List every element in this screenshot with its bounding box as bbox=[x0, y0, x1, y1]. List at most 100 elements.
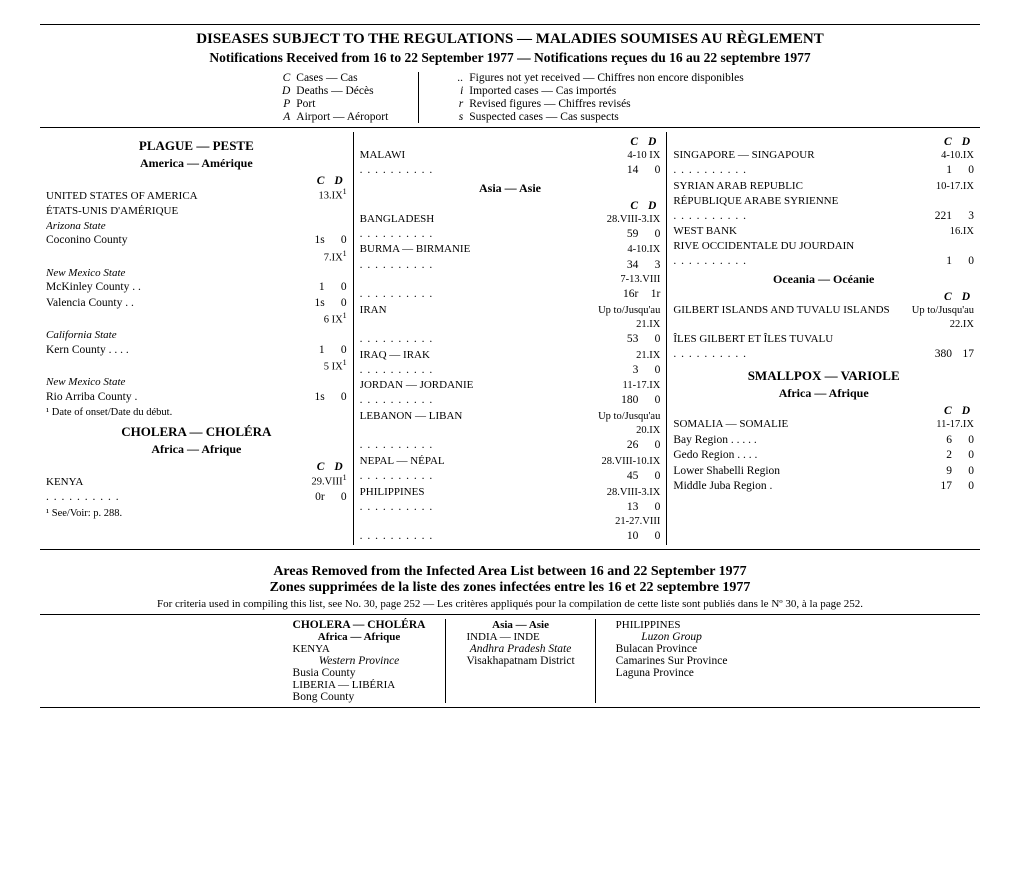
cases: 1 bbox=[297, 343, 325, 359]
country-liberia: LIBERIA — LIBÉRIA bbox=[293, 679, 426, 691]
region-westbank-fr: RIVE OCCIDENTALE DU JOURDAIN bbox=[673, 239, 974, 254]
dots-row bbox=[360, 332, 611, 348]
province-western: Western Province bbox=[293, 655, 426, 667]
deaths: 0 bbox=[952, 254, 974, 270]
country-philippines: PHILIPPINES bbox=[360, 485, 581, 500]
cases: 221 bbox=[924, 209, 952, 225]
country-nepal: NEPAL — NÉPAL bbox=[360, 454, 581, 469]
cases: 1s bbox=[297, 390, 325, 406]
country-bangladesh: BANGLADESH bbox=[360, 212, 595, 227]
county-bong: Bong County bbox=[293, 691, 426, 703]
deaths: 0 bbox=[325, 280, 347, 296]
d-header: D bbox=[648, 200, 656, 212]
country-kenya: KENYA bbox=[293, 643, 426, 655]
cases: 26 bbox=[610, 438, 638, 454]
deaths: 0 bbox=[638, 500, 660, 516]
date: 6 IX bbox=[324, 315, 343, 326]
legend-code: s bbox=[449, 111, 463, 123]
dots-row bbox=[673, 347, 924, 363]
legend-text: Figures not yet received — Chiffres non … bbox=[469, 72, 743, 84]
areas-note: For criteria used in compiling this list… bbox=[40, 598, 980, 610]
cases: 1 bbox=[297, 280, 325, 296]
cases: 1s bbox=[297, 296, 325, 312]
legend-text: Suspected cases — Cas suspects bbox=[469, 111, 618, 123]
legend-left: CCases — Cas DDeaths — Décès PPort AAirp… bbox=[276, 72, 388, 123]
state-california: California State bbox=[46, 328, 347, 343]
legend-text: Revised figures — Chiffres revisés bbox=[469, 98, 630, 110]
legend-code: i bbox=[449, 85, 463, 97]
deaths: 0 bbox=[638, 529, 660, 545]
areas-title-en: Areas Removed from the Infected Area Lis… bbox=[40, 564, 980, 580]
c-header: C bbox=[944, 136, 952, 148]
legend-code: .. bbox=[449, 72, 463, 84]
main-title: DISEASES SUBJECT TO THE REGULATIONS — MA… bbox=[40, 31, 980, 48]
deaths: 0 bbox=[638, 393, 660, 409]
region-westbank: WEST BANK bbox=[673, 224, 908, 239]
date: Up to/Jusqu'au 20.IX bbox=[580, 410, 660, 438]
date: 13.IX bbox=[318, 191, 342, 202]
province-laguna: Laguna Province bbox=[616, 667, 728, 679]
date: 7.IX bbox=[324, 252, 343, 263]
country-usa: UNITED STATES OF AMERICA bbox=[46, 189, 281, 204]
deaths: 0 bbox=[638, 163, 660, 179]
cases: 380 bbox=[924, 347, 952, 363]
column-2: CD MALAWI4-10 IX 140 Asia — Asie CD BANG… bbox=[353, 132, 667, 545]
date: 21-27.VIII bbox=[594, 515, 660, 529]
deaths: 1r bbox=[638, 287, 660, 303]
county-mckinley: McKinley County . . bbox=[46, 280, 297, 296]
deaths: 0 bbox=[638, 438, 660, 454]
cases: 0r bbox=[297, 490, 325, 506]
d-header: D bbox=[962, 291, 970, 303]
cases: 16r bbox=[610, 287, 638, 303]
country-kenya: KENYA bbox=[46, 475, 281, 490]
date: 28.VIII-10.IX bbox=[580, 455, 660, 469]
oceania-header: Oceania — Océanie bbox=[673, 272, 974, 287]
region-gedo: Gedo Region . . . . bbox=[673, 448, 924, 464]
country-india: INDIA — INDE bbox=[466, 631, 574, 643]
legend-code: r bbox=[449, 98, 463, 110]
date: 7-13.VIII bbox=[594, 273, 660, 287]
region-lowershabelli: Lower Shabelli Region bbox=[673, 464, 924, 480]
deaths: 0 bbox=[638, 469, 660, 485]
country-malawi: MALAWI bbox=[360, 148, 595, 163]
date: 11-17.IX bbox=[908, 418, 974, 432]
date: 10-17.IX bbox=[908, 180, 974, 194]
country-burma: BURMA — BIRMANIE bbox=[360, 242, 595, 257]
deaths: 0 bbox=[325, 390, 347, 406]
province-camarines: Camarines Sur Province bbox=[616, 655, 728, 667]
legend-right: .. Figures not yet received — Chiffres no… bbox=[449, 72, 743, 123]
group-luzon: Luzon Group bbox=[616, 631, 728, 643]
legend-text: Airport — Aéroport bbox=[296, 111, 388, 123]
dots-row bbox=[360, 363, 611, 379]
legend-code: D bbox=[276, 85, 290, 97]
c-header: C bbox=[944, 405, 952, 417]
deaths: 0 bbox=[325, 490, 347, 506]
dots-row bbox=[360, 227, 611, 243]
d-header: D bbox=[334, 175, 342, 187]
cases: 9 bbox=[924, 464, 952, 480]
country-philippines: PHILIPPINES bbox=[616, 619, 728, 631]
date: 4-10.IX bbox=[908, 149, 974, 163]
dots-row bbox=[360, 500, 611, 516]
cases: 6 bbox=[924, 433, 952, 449]
footnote-1: ¹ Date of onset/Date du début. bbox=[46, 407, 347, 418]
cases: 14 bbox=[610, 163, 638, 179]
region-middlejuba: Middle Juba Region . bbox=[673, 479, 924, 495]
date: 28.VIII-3.IX bbox=[580, 486, 660, 500]
c-header: C bbox=[630, 136, 638, 148]
legend-text: Imported cases — Cas importés bbox=[469, 85, 616, 97]
county-valencia: Valencia County . . bbox=[46, 296, 297, 312]
deaths: 3 bbox=[638, 258, 660, 274]
d-header: D bbox=[962, 136, 970, 148]
legend-code: C bbox=[276, 72, 290, 84]
america-header: America — Amérique bbox=[46, 156, 347, 171]
dots-row bbox=[673, 163, 924, 179]
c-header: C bbox=[317, 175, 325, 187]
areas-col1: CHOLERA — CHOLÉRA Africa — Afrique KENYA… bbox=[273, 619, 446, 703]
district-visak: Visakhapatnam District bbox=[466, 655, 574, 667]
main-columns: PLAGUE — PESTE America — Amérique CD UNI… bbox=[40, 127, 980, 550]
cases: 1s bbox=[297, 233, 325, 249]
d-header: D bbox=[648, 136, 656, 148]
region-africa: Africa — Afrique bbox=[293, 631, 426, 643]
cases: 17 bbox=[924, 479, 952, 495]
